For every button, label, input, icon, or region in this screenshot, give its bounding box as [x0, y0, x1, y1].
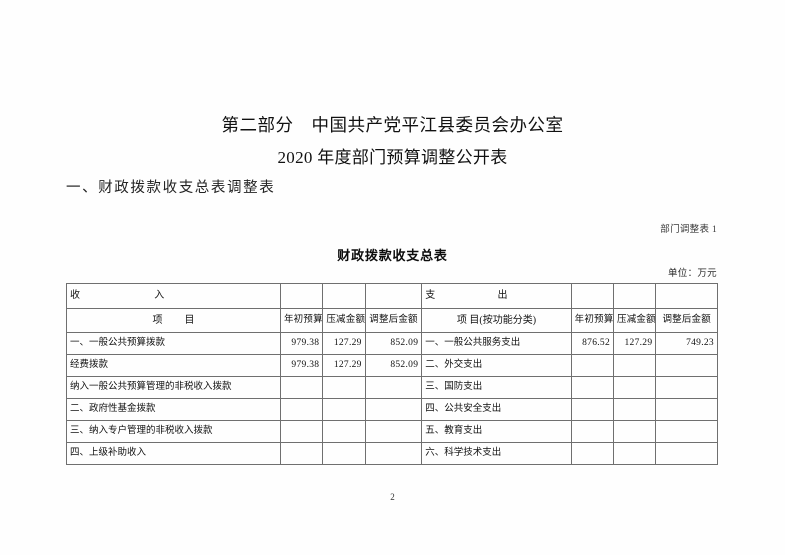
revenue-item-label: 四、上级补助收入 [66, 442, 281, 465]
revenue-side-label-char2: 入 [154, 290, 165, 301]
revenue-reduction-amount [322, 442, 366, 465]
table-row: 一、一般公共预算拨款 979.38 127.29 852.09 一、一般公共服务… [66, 332, 718, 355]
header-empty-cell [613, 283, 657, 309]
table-header-row-columns: 项目 年初预算 压减金额 调整后金额 项 目(按功能分类) 年初预算 压减金额 … [66, 308, 718, 333]
revenue-item-label: 经费拨款 [66, 354, 281, 377]
revenue-side-label-char1: 收 [70, 290, 81, 301]
expenditure-side-label-char1: 支 [425, 290, 436, 301]
expenditure-adjusted-amount [655, 376, 718, 399]
expenditure-initial-budget-header: 年初预算 [570, 308, 615, 333]
expenditure-item-label: 三、国防支出 [421, 376, 572, 399]
revenue-initial-budget [279, 376, 324, 399]
expenditure-item-label: 一、一般公共服务支出 [421, 332, 572, 355]
revenue-initial-budget: 979.38 [279, 354, 324, 377]
section-heading: 一、财政拨款收支总表调整表 [66, 180, 276, 196]
fiscal-appropriation-summary-table: 收入 支出 项目 年初预算 压减金额 调整后金额 项 目(按功能分类) 年初预算… [66, 283, 718, 465]
table-row: 二、政府性基金拨款 四、公共安全支出 [66, 398, 718, 421]
expenditure-reduction-amount [613, 398, 657, 421]
revenue-adjusted-amount [364, 376, 423, 399]
table-header-row-sides: 收入 支出 [66, 283, 718, 309]
revenue-item-header-char1: 项 [152, 315, 163, 326]
revenue-reduction-amount [322, 376, 366, 399]
expenditure-reduction-amount [613, 354, 657, 377]
revenue-adjusted-amount [364, 442, 423, 465]
expenditure-item-label: 四、公共安全支出 [421, 398, 572, 421]
expenditure-adjusted-amount: 749.23 [655, 332, 718, 355]
expenditure-side-label-char2: 出 [497, 290, 508, 301]
expenditure-initial-budget [570, 398, 615, 421]
table-row: 经费拨款 979.38 127.29 852.09 二、外交支出 [66, 354, 718, 377]
page-number: 2 [390, 492, 395, 502]
expenditure-reduction-amount [613, 376, 657, 399]
expenditure-initial-budget [570, 420, 615, 443]
document-title-line-2: 2020 年度部门预算调整公开表 [277, 148, 508, 167]
expenditure-initial-budget: 876.52 [570, 332, 615, 355]
revenue-adjusted-amount: 852.09 [364, 332, 423, 355]
table-caption: 财政拨款收支总表 [337, 248, 448, 263]
table-row: 四、上级补助收入 六、科学技术支出 [66, 442, 718, 465]
header-empty-cell [655, 283, 718, 309]
document-title-line-1: 第二部分 中国共产党平江县委员会办公室 [221, 115, 564, 135]
revenue-adjusted-amount: 852.09 [364, 354, 423, 377]
expenditure-initial-budget [570, 376, 615, 399]
expenditure-reduction-amount [613, 420, 657, 443]
revenue-reduction-amount: 127.29 [322, 354, 366, 377]
revenue-initial-budget-header: 年初预算 [279, 308, 324, 333]
expenditure-item-label: 五、教育支出 [421, 420, 572, 443]
expenditure-adjusted-amount [655, 398, 718, 421]
header-empty-cell [364, 283, 423, 309]
revenue-reduction-amount: 127.29 [322, 332, 366, 355]
revenue-initial-budget [279, 398, 324, 421]
expenditure-item-column-header: 项 目(按功能分类) [421, 308, 572, 333]
header-empty-cell [279, 283, 324, 309]
revenue-item-label: 二、政府性基金拨款 [66, 398, 281, 421]
expenditure-adjusted-amount [655, 442, 718, 465]
revenue-initial-budget: 979.38 [279, 332, 324, 355]
table-reference-label: 部门调整表 1 [660, 225, 717, 235]
revenue-initial-budget [279, 442, 324, 465]
revenue-item-label: 纳入一般公共预算管理的非税收入拨款 [66, 376, 281, 399]
revenue-adjusted-amount [364, 398, 423, 421]
expenditure-side-label: 支出 [421, 283, 572, 309]
expenditure-item-label: 六、科学技术支出 [421, 442, 572, 465]
expenditure-reduction-amount [613, 442, 657, 465]
expenditure-adjusted-amount-header: 调整后金额 [655, 308, 718, 333]
expenditure-initial-budget [570, 442, 615, 465]
header-empty-cell [570, 283, 615, 309]
revenue-item-label: 一、一般公共预算拨款 [66, 332, 281, 355]
header-empty-cell [322, 283, 366, 309]
expenditure-adjusted-amount [655, 420, 718, 443]
unit-note: 单位：万元 [667, 269, 717, 279]
revenue-item-label: 三、纳入专户管理的非税收入拨款 [66, 420, 281, 443]
expenditure-reduction-amount-header: 压减金额 [613, 308, 657, 333]
revenue-item-column-header: 项目 [66, 308, 281, 333]
expenditure-adjusted-amount [655, 354, 718, 377]
revenue-initial-budget [279, 420, 324, 443]
revenue-reduction-amount-header: 压减金额 [322, 308, 366, 333]
revenue-item-header-char2: 目 [184, 315, 195, 326]
revenue-adjusted-amount-header: 调整后金额 [364, 308, 423, 333]
revenue-reduction-amount [322, 398, 366, 421]
revenue-reduction-amount [322, 420, 366, 443]
expenditure-reduction-amount: 127.29 [613, 332, 657, 355]
revenue-side-label: 收入 [66, 283, 281, 309]
expenditure-item-label: 二、外交支出 [421, 354, 572, 377]
revenue-adjusted-amount [364, 420, 423, 443]
table-row: 三、纳入专户管理的非税收入拨款 五、教育支出 [66, 420, 718, 443]
table-row: 纳入一般公共预算管理的非税收入拨款 三、国防支出 [66, 376, 718, 399]
expenditure-initial-budget [570, 354, 615, 377]
